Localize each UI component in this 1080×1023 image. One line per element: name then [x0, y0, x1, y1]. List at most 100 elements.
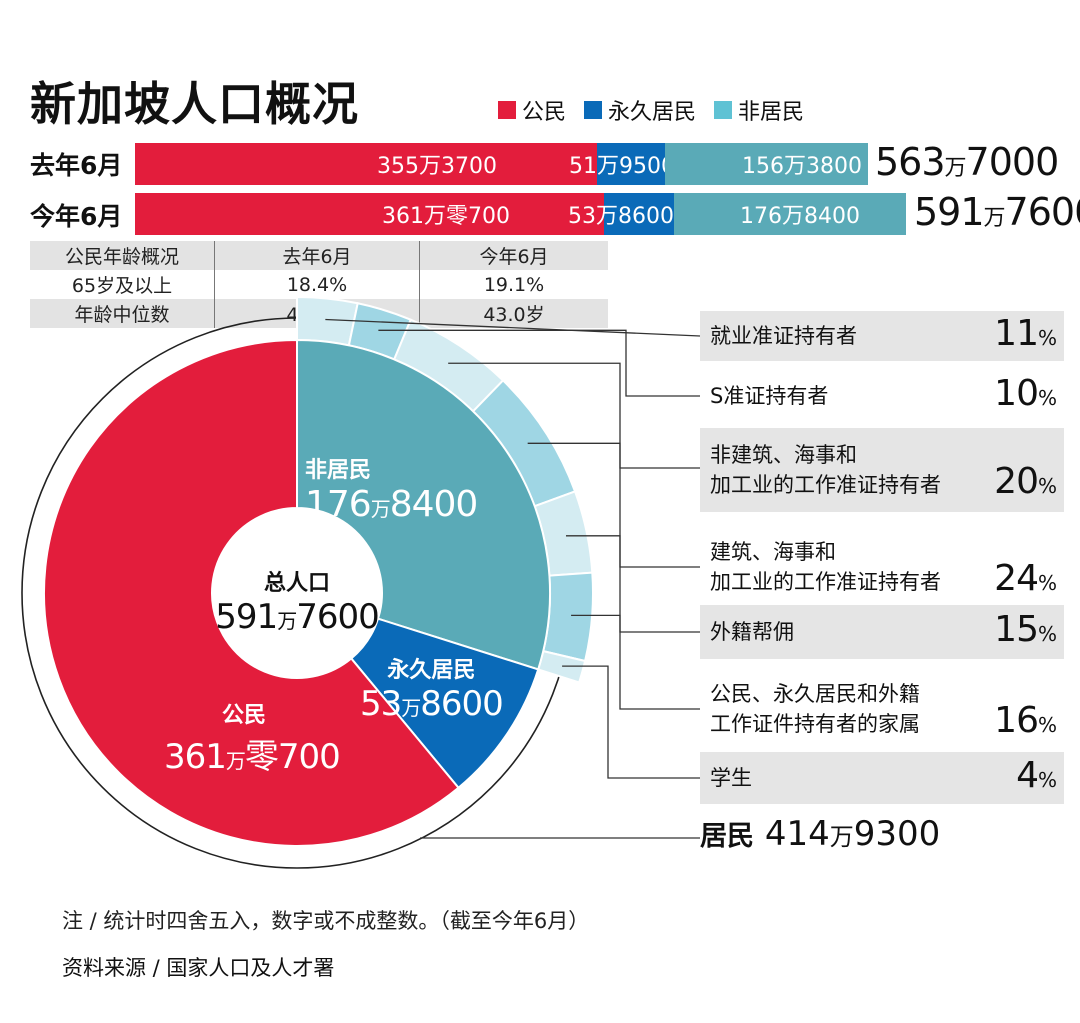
stacked-bar-last-year: 355万3700 51万9500 156万3800	[135, 143, 868, 185]
donut-nonres-rest: 8400	[389, 484, 479, 525]
chart-title: 新加坡人口概况	[30, 77, 359, 131]
breakdown-pct: 20%	[994, 464, 1057, 501]
residents-rest: 9300	[853, 814, 941, 854]
breakdown-pct-value: 4	[1016, 755, 1039, 796]
breakdown-row: 外籍帮佣 15%	[700, 605, 1064, 659]
breakdown-pct-unit: %	[1037, 768, 1057, 792]
breakdown-pct-unit: %	[1037, 713, 1057, 737]
donut-pr-num: 53	[360, 684, 402, 724]
age-table-cell: 18.4%	[214, 270, 420, 299]
age-table-header-cell: 公民年龄概况	[30, 241, 215, 270]
breakdown-pct-value: 15	[994, 609, 1039, 650]
donut-label-pr-value: 53万8600	[360, 684, 504, 724]
bar-value-citizen-last-year: 355万3700	[377, 154, 497, 179]
donut-center-rest: 7600	[296, 597, 380, 637]
breakdown-pct-unit: %	[1037, 474, 1057, 498]
donut-center-wan: 万	[277, 609, 297, 633]
breakdown-pct: 10%	[994, 376, 1057, 413]
breakdown-label-line: 外籍帮佣	[710, 620, 794, 644]
donut-citizen-wan: 万	[225, 749, 246, 773]
stacked-bar-this-year: 361万零700 53万8600 176万8400	[135, 193, 906, 235]
bar-total-last-year-num: 563	[875, 140, 946, 184]
breakdown-pct: 4%	[1016, 758, 1057, 795]
breakdown-pct-value: 10	[994, 373, 1039, 414]
breakdown-row: 非建筑、海事和 加工业的工作准证持有者 20%	[700, 428, 1064, 512]
breakdown-label: S准证持有者	[710, 381, 828, 411]
breakdown-row: S准证持有者 10%	[700, 371, 1064, 421]
breakdown-label-line: 学生	[710, 766, 752, 790]
connector-line	[571, 614, 700, 710]
donut-label-nonres-name: 非居民	[305, 458, 372, 483]
connector-line	[562, 665, 700, 779]
breakdown-label-line: S准证持有者	[710, 384, 829, 408]
breakdown-label-line: 加工业的工作准证持有者	[710, 473, 941, 497]
donut-label-pr-name: 永久居民	[387, 658, 476, 683]
source-credit: 资料来源 / 国家人口及人才署	[62, 956, 335, 980]
bar-segment-nonres-this-year: 176万8400	[674, 193, 906, 235]
age-table-header-cell: 今年6月	[419, 241, 608, 270]
age-table-header-cell: 去年6月	[214, 241, 420, 270]
breakdown-row: 学生 4%	[700, 752, 1064, 804]
connector-line	[527, 442, 700, 568]
breakdown-pct-value: 24	[994, 558, 1039, 599]
breakdown-pct-unit: %	[1037, 622, 1057, 646]
breakdown-label: 非建筑、海事和 加工业的工作准证持有者	[710, 440, 941, 500]
legend-label-nonres: 非居民	[738, 100, 805, 125]
bar-segment-citizen-last-year: 355万3700	[135, 143, 597, 185]
breakdown-pct-value: 16	[994, 700, 1039, 741]
breakdown-pct: 16%	[994, 703, 1057, 740]
bar-segment-pr-this-year: 53万8600	[568, 193, 674, 235]
donut-nonres-num: 176	[305, 484, 372, 525]
breakdown-row: 建筑、海事和 加工业的工作准证持有者 24%	[700, 527, 1064, 607]
breakdown-pct-unit: %	[1037, 571, 1057, 595]
donut-nonres-wan: 万	[370, 497, 391, 521]
connector-line	[378, 329, 700, 397]
connector-line	[565, 535, 700, 633]
outer-ring-segment	[296, 295, 359, 347]
age-table-cell: 65岁及以上	[30, 270, 215, 299]
bar-value-nonres-this-year: 176万8400	[740, 204, 860, 229]
breakdown-row: 公民、永久居民和外籍 工作证件持有者的家属 16%	[700, 672, 1064, 746]
residents-label: 居民	[700, 821, 754, 852]
bar-total-this-year-wan: 万	[983, 206, 1006, 231]
donut-label-citizen-value: 361万零700	[164, 729, 341, 778]
breakdown-pct-value: 11	[994, 313, 1039, 354]
footnote: 注 / 统计时四舍五入，数字或不成整数。（截至今年6月）	[62, 909, 590, 933]
breakdown-pct-unit: %	[1037, 326, 1057, 350]
age-table-header: 公民年龄概况 去年6月 今年6月	[30, 241, 608, 270]
age-table-cell: 年龄中位数	[30, 299, 215, 328]
legend-label-pr: 永久居民	[608, 100, 697, 125]
connector-line	[325, 318, 701, 337]
breakdown-label: 学生	[710, 763, 752, 793]
breakdown-label: 就业准证持有者	[710, 321, 857, 351]
breakdown-row: 就业准证持有者 11%	[700, 311, 1064, 361]
bar-total-this-year-num: 591	[914, 190, 985, 234]
legend-swatch-nonres	[714, 101, 733, 119]
breakdown-pct-value: 20	[994, 461, 1039, 502]
breakdown-label-line: 加工业的工作准证持有者	[710, 570, 941, 594]
residents-wan: 万	[829, 823, 854, 851]
donut-pr-rest: 8600	[420, 684, 504, 724]
donut-center-value: 591万7600	[210, 597, 384, 637]
breakdown-pct: 24%	[994, 561, 1057, 598]
breakdown-label-line: 工作证件持有者的家属	[710, 712, 920, 736]
breakdown-label-line: 公民、永久居民和外籍	[710, 682, 920, 706]
donut-center-title: 总人口	[263, 571, 330, 596]
legend-label-citizen: 公民	[522, 100, 567, 125]
bar-segment-pr-last-year: 51万9500	[569, 143, 675, 185]
bar-row-label-this-year: 今年6月	[30, 202, 123, 231]
bar-row-label-last-year: 去年6月	[30, 151, 123, 180]
age-table-cell: 19.1%	[483, 273, 545, 296]
breakdown-label: 公民、永久居民和外籍 工作证件持有者的家属	[710, 679, 920, 739]
donut-center-num: 591	[215, 597, 278, 637]
legend-item-citizen: 公民	[498, 94, 566, 126]
donut-label-nonres: 非居民 176万8400	[305, 452, 479, 525]
legend-item-nonres: 非居民	[714, 94, 804, 126]
donut-citizen-rest: 零700	[244, 737, 341, 777]
bar-total-last-year-wan: 万	[944, 156, 967, 181]
donut-label-citizen: 公民 361万零700	[164, 697, 341, 778]
breakdown-pct: 15%	[994, 612, 1057, 649]
bar-value-citizen-this-year: 361万零700	[382, 204, 510, 229]
age-table-cell: 43.0岁	[419, 299, 608, 328]
